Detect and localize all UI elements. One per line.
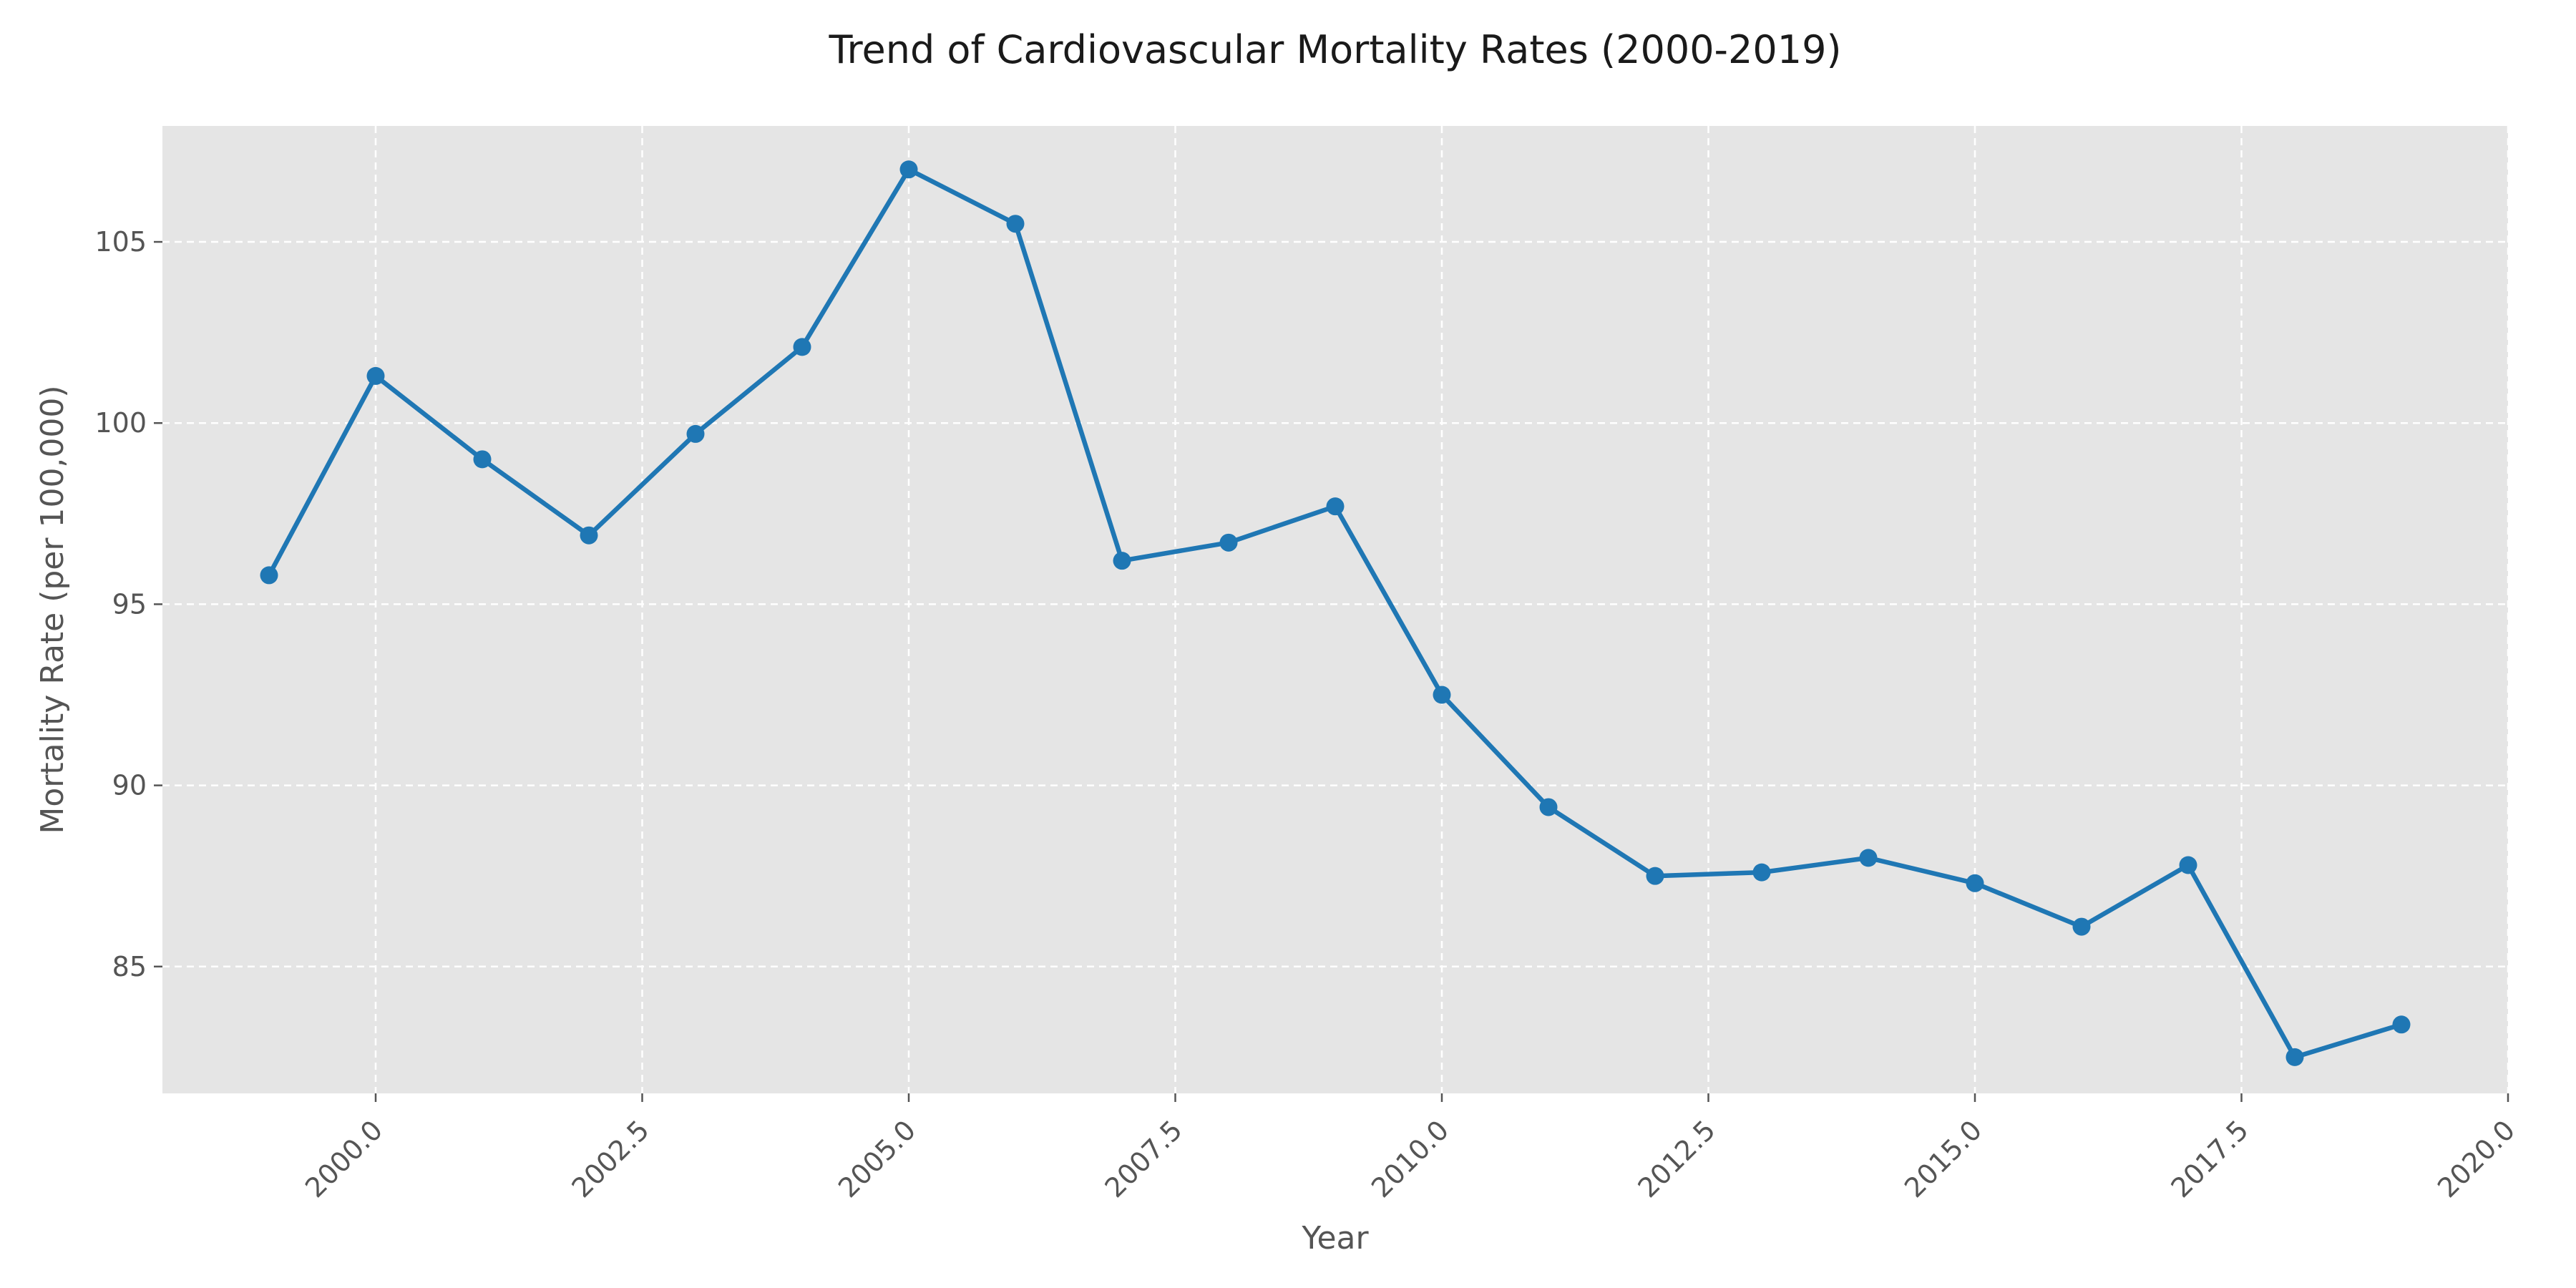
data-point: [1539, 798, 1558, 816]
plot-area: [162, 126, 2508, 1093]
data-point: [1113, 552, 1131, 570]
data-point: [1006, 215, 1025, 233]
data-point: [260, 566, 278, 585]
data-point: [2072, 917, 2091, 936]
y-tick-label: 95: [112, 588, 147, 620]
data-point: [2392, 1015, 2411, 1034]
series-layer: [260, 160, 2411, 1066]
data-point: [1433, 686, 1451, 704]
data-point: [793, 338, 811, 356]
data-point: [580, 526, 598, 545]
data-point: [1966, 874, 1984, 892]
data-point: [2285, 1048, 2304, 1066]
y-axis-ticks: 85 90 95 100 105: [94, 226, 162, 982]
grid-lines: [162, 126, 2509, 1093]
y-tick-label: 90: [112, 770, 147, 801]
y-axis-label: Mortality Rate (per 100,000): [34, 385, 71, 834]
data-point: [366, 366, 385, 385]
data-point: [686, 424, 705, 443]
data-point: [2179, 856, 2197, 874]
y-tick-label: 85: [112, 951, 147, 982]
x-axis-label: Year: [1301, 1220, 1369, 1257]
data-point: [1752, 863, 1771, 882]
data-point: [1646, 867, 1664, 885]
data-point: [1859, 849, 1878, 867]
chart-title: Trend of Cardiovascular Mortality Rates …: [828, 27, 1841, 72]
y-tick-label: 100: [94, 407, 147, 439]
y-tick-label: 105: [94, 226, 147, 258]
data-point: [899, 160, 918, 179]
data-point: [473, 450, 492, 469]
data-point: [1219, 533, 1238, 552]
data-point: [1326, 497, 1345, 516]
